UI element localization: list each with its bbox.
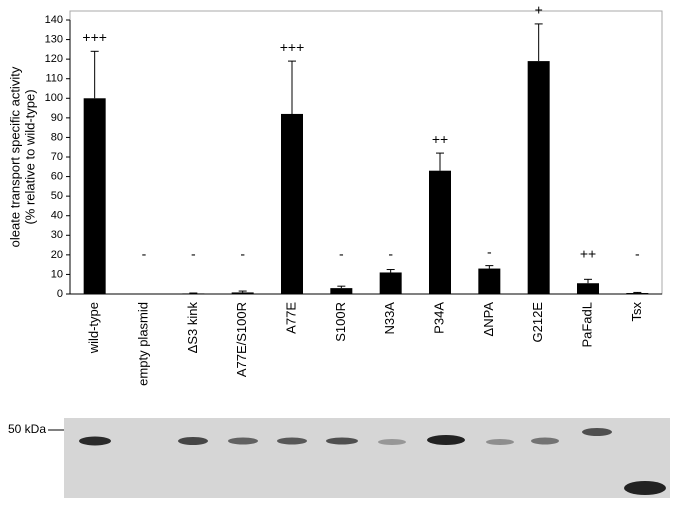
x-tick-label: S100R [333,302,348,342]
y-label-line: (% relative to wild-type) [22,89,37,224]
annotation: - [635,246,640,262]
x-tick-label: N33A [382,302,397,335]
y-tick-label: 20 [51,249,63,261]
blot-image [64,418,670,498]
y-tick-label: 70 [51,151,63,163]
x-tick-label: ΔNPA [481,302,496,337]
bar [231,292,254,294]
bar [379,272,402,294]
x-tick-label: PaFadL [579,302,594,348]
band [277,437,307,445]
x-tick-label: Tsx [629,302,644,322]
blot-marker-label: 50 kDa [8,422,46,436]
x-tick-label: A77E [283,302,298,334]
y-axis-label: oleate transport specific activity (% rel… [7,66,37,247]
bar [478,268,501,294]
bar [527,61,550,294]
blot-bands [79,428,666,495]
y-tick-label: 30 [51,229,63,241]
y-tick-label: 80 [51,131,63,143]
band [79,436,111,446]
x-tick-label: empty plasmid [135,302,150,386]
x-tick-label: wild-type [86,302,101,354]
bar [330,288,353,294]
bar [281,113,303,294]
y-tick-label: 140 [45,14,63,26]
bar [577,283,599,294]
annotation: - [191,246,196,262]
band [427,435,465,445]
x-tick-label: P34A [431,302,446,334]
annotation: - [487,243,492,259]
y-tick-label: 90 [51,112,63,124]
y-label-line: oleate transport specific activity [7,66,22,247]
x-tick-label: G212E [530,302,545,343]
y-tick-label: 130 [45,33,63,45]
x-tick-label: ΔS3 kink [185,302,200,354]
bar [182,293,205,294]
band [228,437,258,445]
y-tick-label: 60 [51,170,63,182]
band [486,439,514,445]
x-tick-label: A77E/S100R [234,302,249,377]
annotation: ++ [580,246,596,262]
band [378,439,406,445]
band [326,437,358,445]
y-tick-label: 10 [51,268,63,280]
y-tick-label: 100 [45,92,63,104]
y-tick-label: 50 [51,190,63,202]
band [582,428,612,436]
annotation: + [535,2,543,18]
annotation: - [339,246,344,262]
y-tick-label: 120 [45,53,63,65]
plot-frame [69,10,663,295]
annotation: - [142,246,147,262]
bar [626,293,649,294]
bar [429,170,451,294]
bar [83,98,106,295]
annotation: - [240,246,245,262]
band [624,481,666,495]
annotation: +++ [82,29,107,45]
band [531,437,559,445]
y-tick-label: 0 [57,288,63,300]
band [178,437,208,445]
annotation: - [388,246,393,262]
annotation: +++ [280,39,305,55]
annotation: ++ [432,131,448,147]
y-tick-label: 110 [45,73,63,85]
y-tick-label: 40 [51,210,63,222]
